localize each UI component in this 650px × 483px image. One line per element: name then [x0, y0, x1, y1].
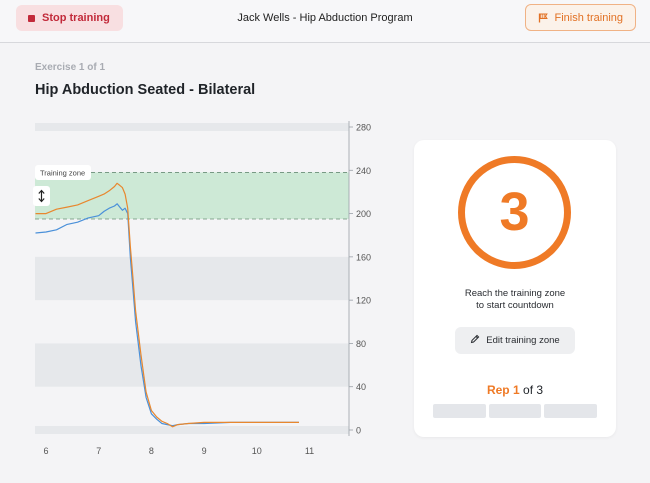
chart-band [35, 123, 349, 131]
series-lines [35, 182, 299, 428]
top-bar: Stop training Jack Wells - Hip Abduction… [0, 0, 650, 43]
page-title: Jack Wells - Hip Abduction Program [237, 12, 413, 24]
stop-icon [28, 14, 35, 22]
x-axis: 6 7 8 9 10 11 [43, 446, 314, 456]
y-tick-label: 200 [356, 209, 371, 219]
force-chart: 0 40 80 120 160 200 240 280 6 7 8 9 10 11 Training z… [33, 121, 371, 456]
series-line [35, 182, 299, 428]
exercise-title: Hip Abduction Seated - Bilateral [35, 82, 256, 98]
countdown-ring: 3 [458, 156, 571, 269]
instruction-line-1: Reach the training zone [464, 288, 566, 299]
finish-training-label: Finish training [554, 11, 623, 24]
y-tick-label: 160 [356, 252, 371, 262]
y-tick-label: 40 [356, 382, 366, 392]
chart-band [35, 426, 349, 434]
rep-total: of 3 [523, 383, 544, 397]
zone-resize-handle[interactable] [33, 186, 50, 206]
countdown-card: 3 Reach the training zone to start count… [414, 140, 616, 437]
chart-band [35, 343, 349, 387]
series-line [35, 203, 299, 427]
edit-training-zone-button[interactable]: Edit training zone [455, 327, 575, 354]
pencil-icon [470, 334, 480, 347]
x-tick-label: 8 [149, 446, 154, 456]
resize-vertical-icon [38, 189, 45, 203]
y-tick-label: 240 [356, 166, 371, 176]
y-tick-label: 80 [356, 339, 366, 349]
x-tick-label: 7 [96, 446, 101, 456]
training-zone-label: Training zone [35, 165, 91, 180]
rep-label: Rep [486, 383, 510, 397]
training-zone-area[interactable] [35, 172, 349, 220]
instruction-line-2: to start countdown [476, 300, 554, 311]
training-zone-label-text: Training zone [40, 169, 85, 178]
stop-training-label: Stop training [42, 12, 110, 24]
y-tick-label: 120 [356, 296, 371, 306]
countdown-instruction: Reach the training zone to start countdo… [414, 288, 616, 312]
rep-indicator: Rep 1 of 3 [414, 383, 616, 397]
flag-icon [538, 12, 548, 23]
edit-training-zone-label: Edit training zone [486, 335, 560, 346]
training-zone-fill [35, 172, 349, 219]
exercise-counter: Exercise 1 of 1 [35, 62, 106, 73]
chart-band [35, 256, 349, 301]
countdown-number: 3 [499, 181, 530, 242]
rep-segment [488, 404, 542, 418]
y-tick-label: 0 [356, 426, 361, 436]
rep-current: 1 [512, 383, 520, 397]
finish-training-button[interactable]: Finish training [524, 4, 636, 31]
x-tick-label: 11 [305, 446, 314, 456]
rep-progress [433, 404, 598, 418]
x-tick-label: 9 [202, 446, 207, 456]
x-tick-label: 10 [252, 446, 262, 456]
x-tick-label: 6 [43, 446, 48, 456]
y-axis: 0 40 80 120 160 200 240 280 [348, 121, 371, 436]
stop-training-button[interactable]: Stop training [16, 5, 123, 31]
rep-segment [544, 404, 598, 418]
y-tick-label: 280 [356, 123, 371, 133]
rep-segment [433, 404, 486, 418]
chart-bands [35, 123, 349, 434]
